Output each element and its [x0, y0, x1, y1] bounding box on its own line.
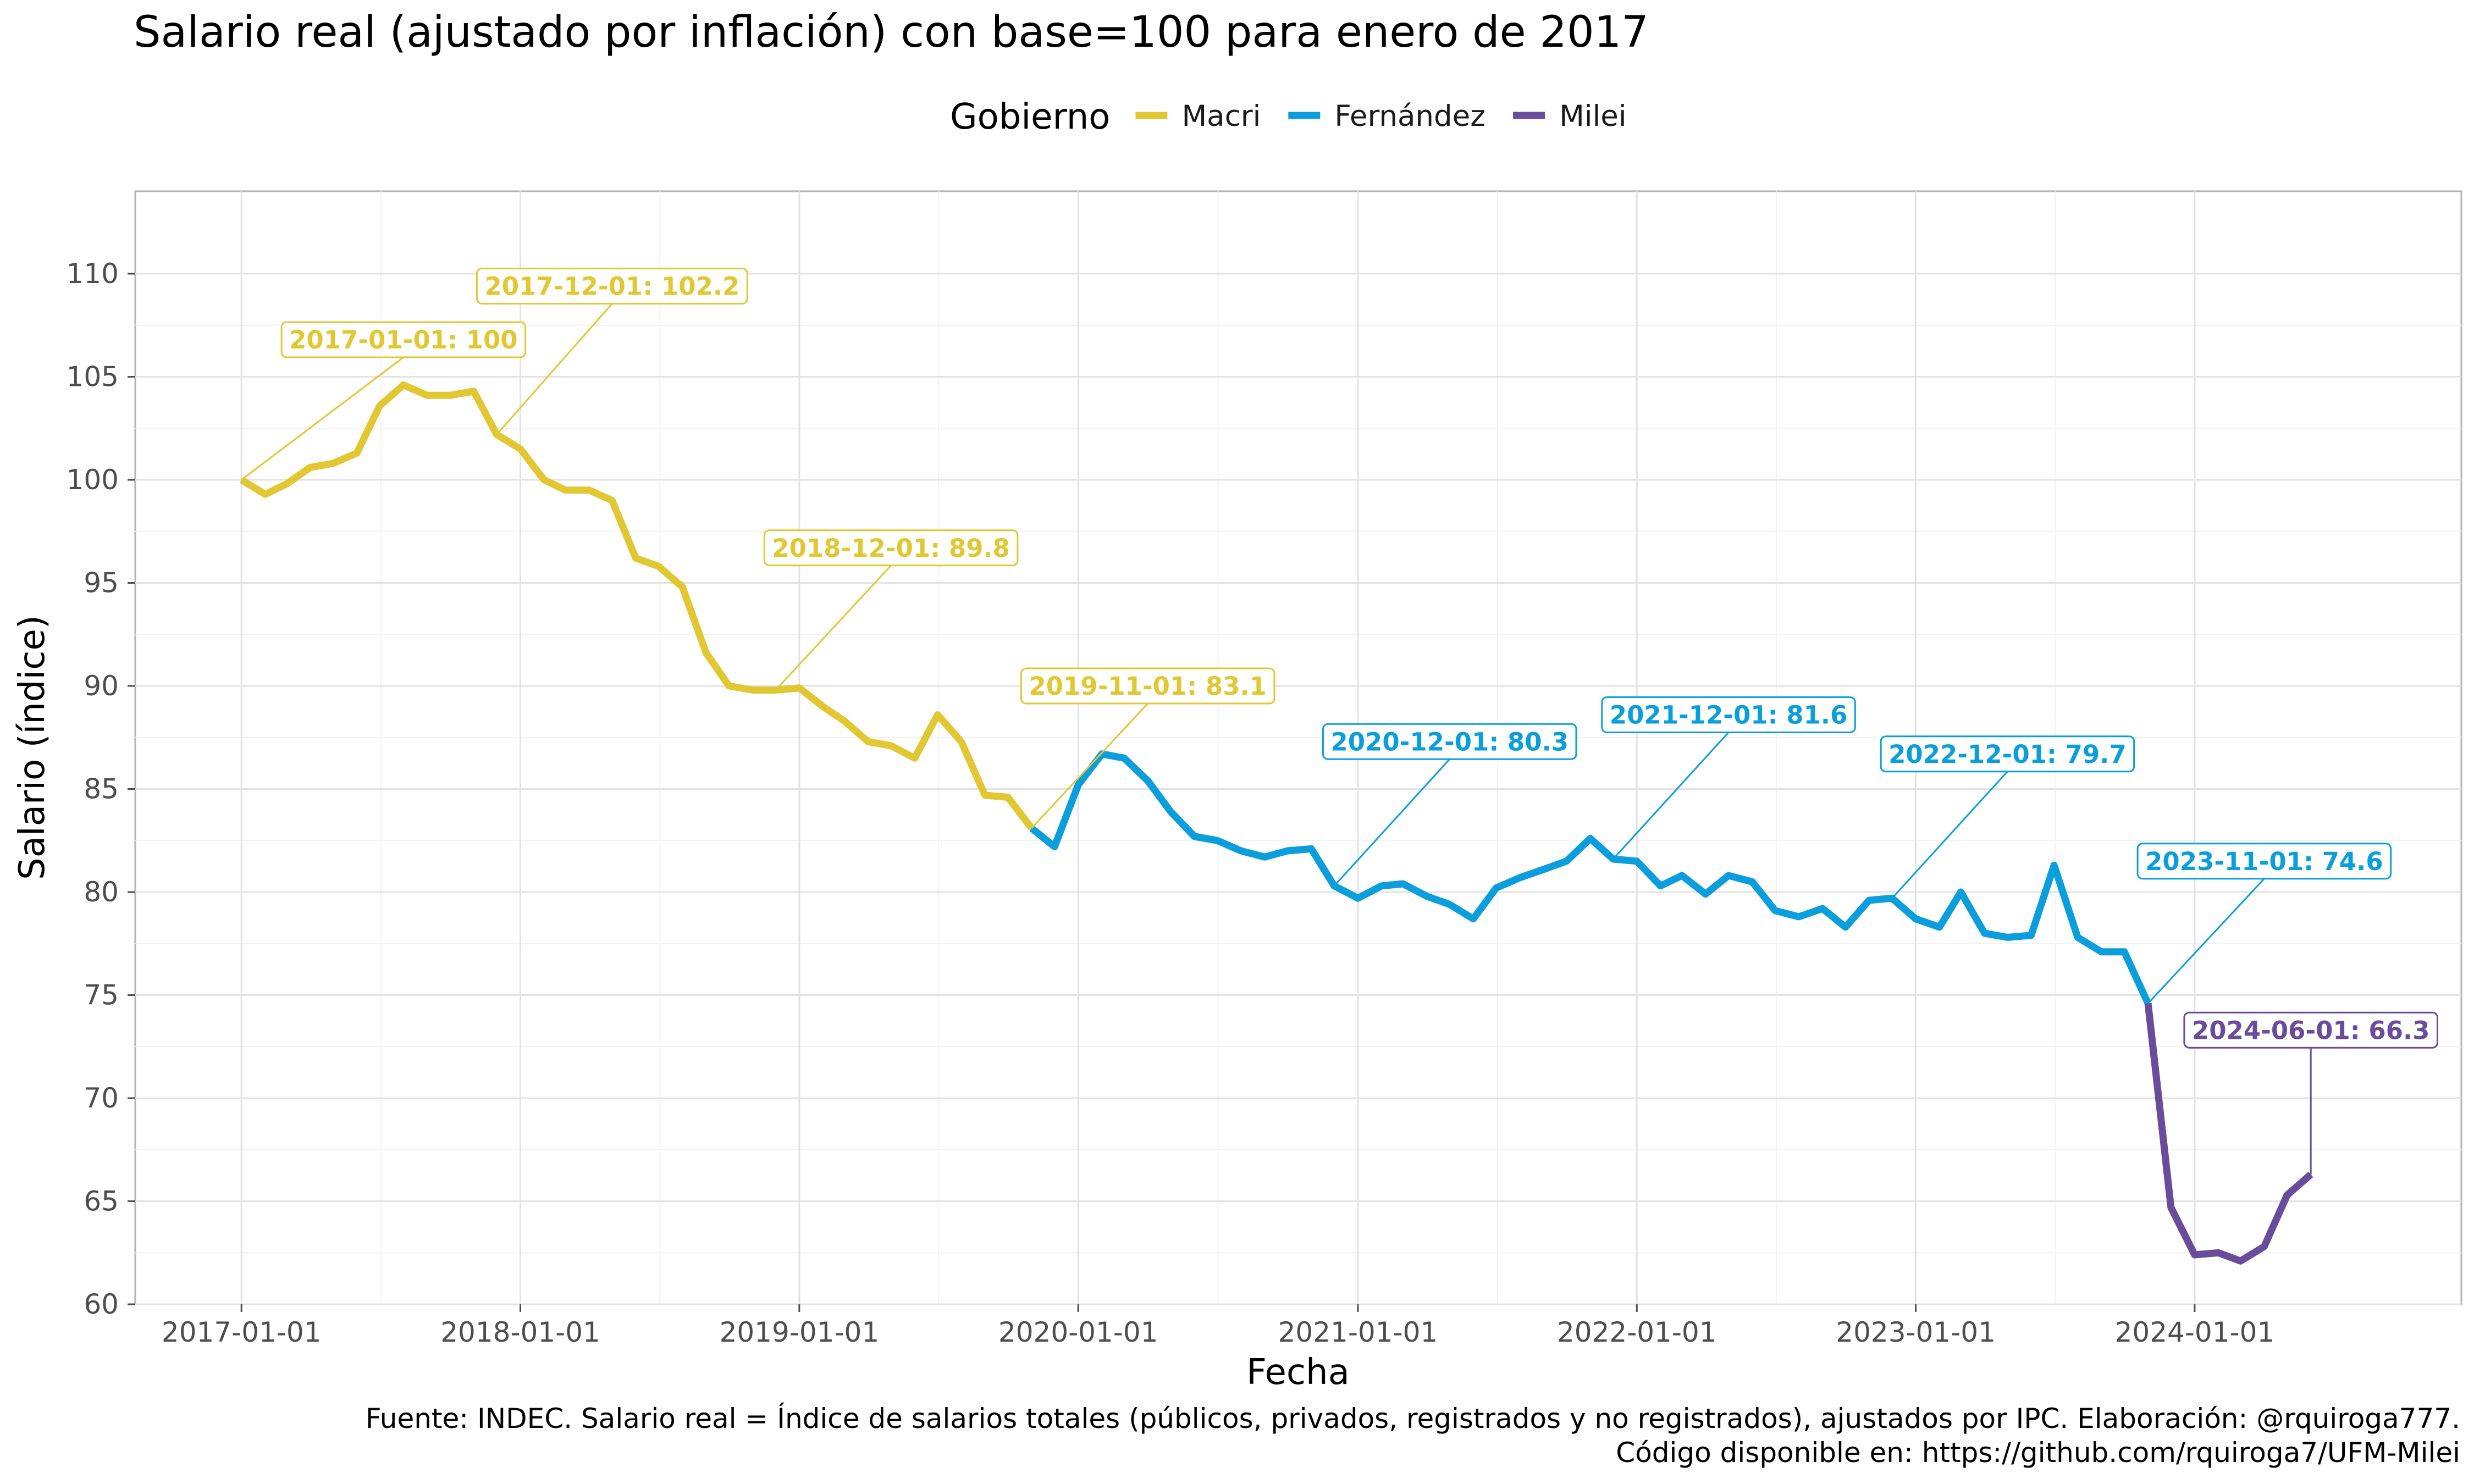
annotation-box — [1880, 735, 2135, 773]
x-axis-title: Fecha — [1246, 1352, 1350, 1393]
annotation-leader — [1333, 758, 1450, 887]
annotation-label: 2022-12-01: 79.7 — [1888, 740, 2127, 769]
annotation: 2021-12-01: 81.6 — [1601, 696, 1856, 860]
annotation: 2024-06-01: 66.3 — [2183, 1011, 2438, 1175]
legend-label: Milei — [1559, 99, 1627, 133]
annotation-box — [763, 529, 1019, 567]
x-tick-label: 2019-01-01 — [720, 1316, 880, 1348]
annotation-leader — [775, 564, 892, 691]
y-tick-label: 65 — [84, 1186, 119, 1217]
x-tick-label: 2018-01-01 — [440, 1316, 600, 1348]
annotation-label: 2018-12-01: 89.8 — [772, 534, 1010, 563]
series-line-milei — [2144, 1003, 2313, 1265]
annotation-label: 2020-12-01: 80.3 — [1330, 727, 1569, 756]
annotation: 2022-12-01: 79.7 — [1880, 735, 2135, 899]
annotation-box — [280, 321, 527, 358]
annotation-leader — [1031, 702, 1148, 829]
annotation-leader — [1612, 732, 1730, 860]
x-axis: 2017-01-01 2018-01-01 2019-01-01 2020-01-01… — [162, 1304, 2274, 1348]
y-tick-label: 70 — [84, 1082, 119, 1114]
chart-title: Salario real (ajustado por inflación) co… — [134, 8, 1649, 57]
legend-label: Macri — [1181, 99, 1261, 133]
annotation: 2023-11-01: 74.6 — [2136, 843, 2392, 1004]
y-tick-label: 95 — [84, 567, 119, 599]
annotation-label: 2024-06-01: 66.3 — [2192, 1016, 2430, 1045]
annotation-leader — [1891, 771, 2008, 899]
caption-line-2: Código disponible en: https://github.com… — [1616, 1437, 2460, 1469]
annotation-label: 2017-12-01: 102.2 — [484, 272, 739, 301]
annotation-leader — [496, 303, 613, 435]
series-line-macri — [239, 381, 1035, 830]
x-tick-label: 2022-01-01 — [1557, 1316, 1717, 1348]
annotation: 2017-12-01: 102.2 — [476, 268, 748, 435]
y-tick-label: 110 — [67, 258, 119, 290]
annotation-label: 2017-01-01: 100 — [289, 325, 517, 355]
y-tick-label: 80 — [84, 876, 119, 908]
annotation: 2019-11-01: 83.1 — [1020, 667, 1275, 829]
series-line-fernndez — [1029, 750, 2152, 1005]
x-tick-label: 2024-01-01 — [2115, 1316, 2275, 1348]
x-tick-label: 2021-01-01 — [1278, 1316, 1438, 1348]
annotation-layer: 2017-01-01: 100 2017-12-01: 102.2 2018-12-… — [241, 268, 2438, 1175]
y-tick-label: 60 — [84, 1288, 119, 1320]
y-tick-label: 105 — [67, 361, 119, 393]
plot-area: 2017-01-01: 100 2017-12-01: 102.2 2018-12-… — [134, 190, 2462, 1305]
annotation-box — [2183, 1011, 2438, 1049]
annotation-leader — [241, 356, 404, 481]
y-tick-label: 90 — [84, 670, 119, 702]
series-layer — [239, 381, 2313, 1265]
annotation-box — [1020, 667, 1275, 705]
x-tick-label: 2017-01-01 — [162, 1316, 322, 1348]
annotation-box — [476, 268, 748, 304]
annotation-box — [1322, 723, 1577, 760]
annotation-box — [2136, 843, 2392, 880]
annotation-label: 2023-11-01: 74.6 — [2145, 847, 2383, 876]
legend-label: Fernández — [1334, 99, 1485, 133]
annotation-box — [1601, 696, 1856, 733]
y-tick-label: 100 — [67, 464, 119, 496]
y-axis: 60 65 70 75 80 85 90 95 100 105 110 — [67, 258, 135, 1320]
annotation-label: 2021-12-01: 81.6 — [1610, 701, 1848, 730]
x-tick-label: 2020-01-01 — [998, 1316, 1158, 1348]
y-tick-label: 85 — [84, 773, 119, 805]
y-axis-title: Salario (índice) — [12, 615, 53, 880]
annotation: 2020-12-01: 80.3 — [1322, 723, 1577, 887]
legend-title: Gobierno — [950, 97, 1110, 137]
y-tick-label: 75 — [84, 979, 119, 1011]
annotation-label: 2019-11-01: 83.1 — [1029, 672, 1267, 701]
annotation-leader — [2147, 878, 2265, 1004]
legend: Gobierno Macri Fernández Milei — [950, 97, 1627, 137]
annotation: 2017-01-01: 100 — [241, 321, 527, 481]
x-tick-label: 2023-01-01 — [1836, 1316, 1996, 1348]
caption-line-1: Fuente: INDEC. Salario real = Índice de … — [366, 1402, 2460, 1435]
annotation: 2018-12-01: 89.8 — [763, 529, 1019, 691]
